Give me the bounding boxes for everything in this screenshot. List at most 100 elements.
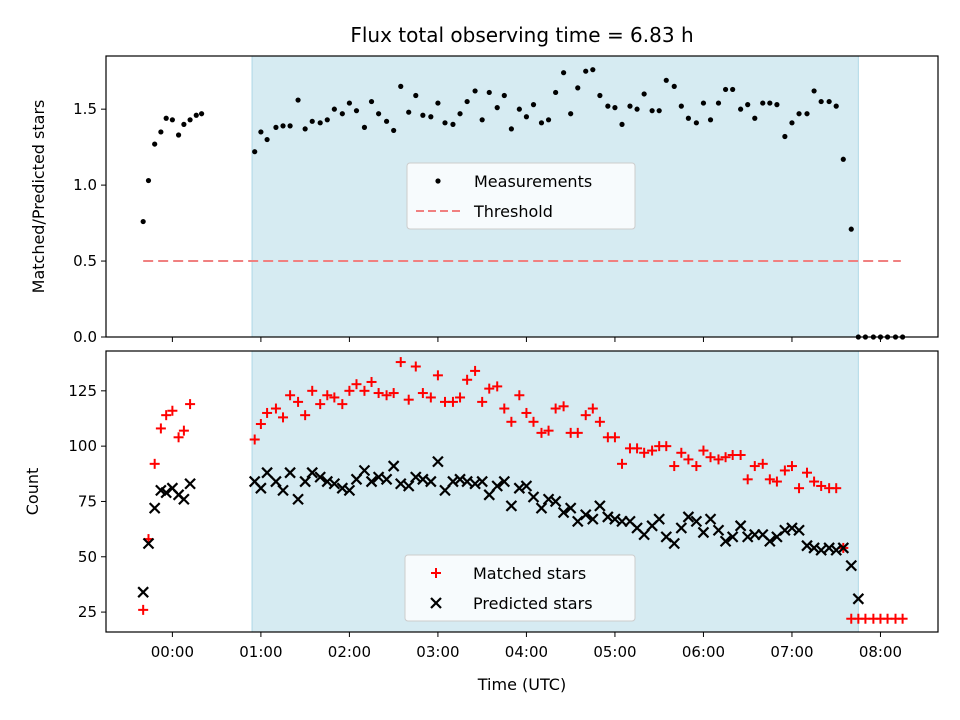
measurement-point bbox=[840, 156, 846, 162]
predicted-point bbox=[704, 513, 717, 525]
x-tick-label: 05:00 bbox=[593, 643, 636, 661]
matched-point bbox=[558, 401, 569, 412]
predicted-point bbox=[299, 475, 311, 488]
top-y-axis-label: Matched/Predicted stars bbox=[29, 100, 48, 294]
measurement-point bbox=[368, 98, 375, 105]
measurement-point bbox=[193, 112, 199, 118]
measurement-point bbox=[508, 126, 514, 132]
measurement-point bbox=[457, 111, 463, 117]
predicted-point bbox=[306, 466, 319, 479]
predicted-point bbox=[520, 480, 533, 492]
measurement-points bbox=[140, 67, 906, 340]
measurement-point bbox=[597, 92, 603, 99]
predicted-point bbox=[372, 471, 385, 483]
predicted-point bbox=[719, 535, 732, 548]
measurement-point bbox=[575, 85, 581, 91]
matched-point bbox=[477, 396, 488, 407]
predicted-point bbox=[439, 484, 451, 497]
measurement-point bbox=[700, 100, 707, 106]
predicted-point bbox=[808, 542, 820, 554]
matched-point bbox=[698, 445, 709, 456]
bottom-legend-box bbox=[404, 554, 636, 622]
matched-point bbox=[470, 365, 481, 376]
bottom-legend: Matched stars Predicted stars bbox=[404, 554, 636, 622]
predicted-point bbox=[690, 515, 703, 528]
x-tick-label: 07:00 bbox=[770, 643, 813, 661]
matched-point bbox=[742, 474, 753, 485]
matched-point bbox=[185, 399, 196, 410]
top-legend: Measurements Threshold bbox=[406, 162, 636, 230]
bottom-x-ticks: 00:00 01:00 02:00 03:00 04:00 05:00 06:00 07:00… bbox=[151, 632, 902, 661]
measurement-point bbox=[530, 102, 537, 108]
predicted-point bbox=[284, 466, 296, 479]
matched-point bbox=[344, 385, 355, 396]
matched-point bbox=[329, 392, 340, 403]
predicted-point bbox=[498, 475, 511, 488]
measurement-point bbox=[346, 100, 353, 106]
measurement-point bbox=[545, 117, 552, 123]
predicted-point bbox=[852, 593, 865, 605]
top-legend-box bbox=[406, 162, 636, 230]
matched-point bbox=[676, 447, 687, 458]
matched-point bbox=[388, 388, 399, 399]
measurement-point bbox=[252, 149, 258, 155]
measurement-point bbox=[140, 218, 146, 225]
predicted-point bbox=[653, 513, 665, 525]
predicted-point bbox=[793, 524, 805, 536]
matched-point bbox=[572, 427, 583, 438]
matched-point bbox=[735, 449, 746, 460]
predicted-point bbox=[579, 508, 592, 521]
bottom-axes-frame bbox=[105, 350, 939, 633]
y-tick-label: 125 bbox=[68, 382, 97, 400]
predicted-point bbox=[483, 489, 496, 501]
matched-point bbox=[794, 483, 805, 494]
measurement-point bbox=[413, 92, 419, 99]
matched-point bbox=[514, 390, 525, 401]
top-x-ticks bbox=[171, 337, 881, 342]
matched-point bbox=[720, 452, 731, 463]
predicted-point bbox=[358, 464, 371, 477]
predicted-point bbox=[527, 491, 540, 503]
matched-point bbox=[492, 381, 503, 392]
measurement-point bbox=[353, 108, 360, 114]
predicted-point bbox=[469, 477, 481, 490]
matched-point bbox=[410, 361, 421, 372]
predicted-point bbox=[142, 537, 155, 550]
measurement-point bbox=[501, 92, 507, 99]
predicted-point bbox=[365, 475, 378, 488]
matched-point bbox=[432, 370, 443, 381]
matched-point bbox=[764, 474, 775, 485]
legend-label-measurements: Measurements bbox=[474, 172, 592, 191]
matched-point bbox=[270, 403, 281, 414]
measurement-point bbox=[707, 117, 714, 123]
measurement-point bbox=[745, 102, 751, 108]
predicted-point bbox=[292, 493, 304, 506]
matched-point bbox=[779, 465, 790, 476]
measurement-point bbox=[472, 88, 478, 94]
matched-point bbox=[661, 441, 672, 452]
matched-point bbox=[173, 432, 184, 443]
measurement-point bbox=[678, 103, 684, 109]
predicted-point bbox=[417, 473, 429, 486]
predicted-point bbox=[343, 484, 356, 497]
x-tick-label: 06:00 bbox=[682, 643, 725, 661]
matched-point bbox=[691, 461, 702, 472]
measurement-point bbox=[656, 108, 662, 114]
predicted-point bbox=[394, 477, 407, 490]
measurement-point bbox=[398, 83, 404, 89]
measurement-point bbox=[317, 120, 323, 126]
matched-point bbox=[403, 394, 414, 405]
predicted-point bbox=[786, 522, 798, 534]
matched-point bbox=[587, 403, 598, 414]
measurement-point bbox=[287, 123, 293, 129]
measurement-point bbox=[516, 106, 522, 112]
matched-point bbox=[455, 392, 466, 403]
x-tick-label: 02:00 bbox=[328, 643, 371, 661]
matched-point bbox=[447, 396, 458, 407]
predicted-point bbox=[542, 493, 555, 506]
predicted-point bbox=[823, 542, 835, 554]
measurement-point bbox=[804, 111, 810, 117]
top-panel: 0.0 0.5 1.0 1.5 Matched/Predicted stars Mea… bbox=[29, 55, 939, 346]
predicted-point bbox=[178, 493, 190, 506]
matched-point bbox=[484, 383, 495, 394]
